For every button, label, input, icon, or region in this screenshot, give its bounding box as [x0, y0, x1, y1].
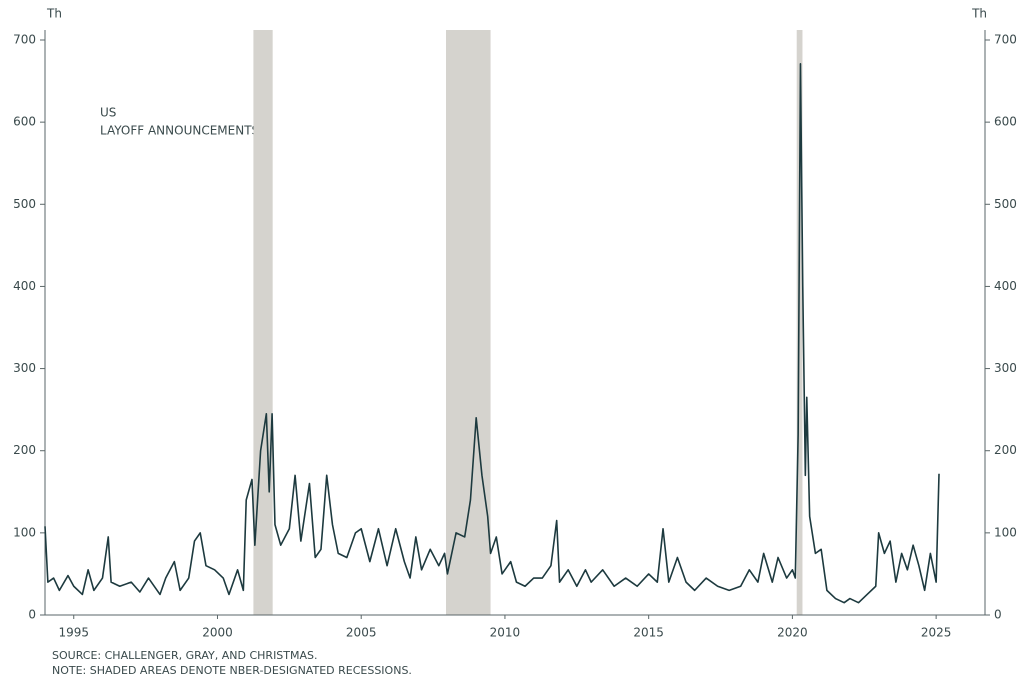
x-tick-label: 2005 — [346, 626, 377, 640]
x-tick-label: 2015 — [633, 626, 664, 640]
annotation: US — [100, 106, 116, 120]
y-tick-label: 700 — [13, 33, 36, 47]
y2-tick-label: 700 — [994, 33, 1017, 47]
x-tick-label: 2000 — [202, 626, 233, 640]
y-tick-label: 0 — [28, 608, 36, 622]
x-tick-label: 1995 — [58, 626, 89, 640]
y2-tick-label: 600 — [994, 115, 1017, 129]
y-tick-label: 600 — [13, 115, 36, 129]
y-unit-right: Th — [971, 7, 987, 21]
y2-tick-label: 100 — [994, 525, 1017, 539]
source-note: NOTE: SHADED AREAS DENOTE NBER-DESIGNATE… — [52, 664, 412, 677]
y-tick-label: 200 — [13, 443, 36, 457]
y2-tick-label: 200 — [994, 443, 1017, 457]
y2-tick-label: 400 — [994, 279, 1017, 293]
recession-band — [446, 30, 491, 615]
y-tick-label: 100 — [13, 525, 36, 539]
y-tick-label: 300 — [13, 361, 36, 375]
x-tick-label: 2020 — [777, 626, 808, 640]
y-tick-label: 400 — [13, 279, 36, 293]
x-tick-label: 2025 — [921, 626, 952, 640]
line-series — [44, 63, 940, 604]
annotation: LAYOFF ANNOUNCEMENTS — [100, 124, 259, 138]
y2-tick-label: 500 — [994, 197, 1017, 211]
x-tick-label: 2010 — [490, 626, 521, 640]
y2-tick-label: 0 — [994, 608, 1002, 622]
y2-tick-label: 300 — [994, 361, 1017, 375]
y-tick-label: 500 — [13, 197, 36, 211]
y-unit-left: Th — [46, 7, 62, 21]
source-note: SOURCE: CHALLENGER, GRAY, AND CHRISTMAS. — [52, 649, 318, 662]
